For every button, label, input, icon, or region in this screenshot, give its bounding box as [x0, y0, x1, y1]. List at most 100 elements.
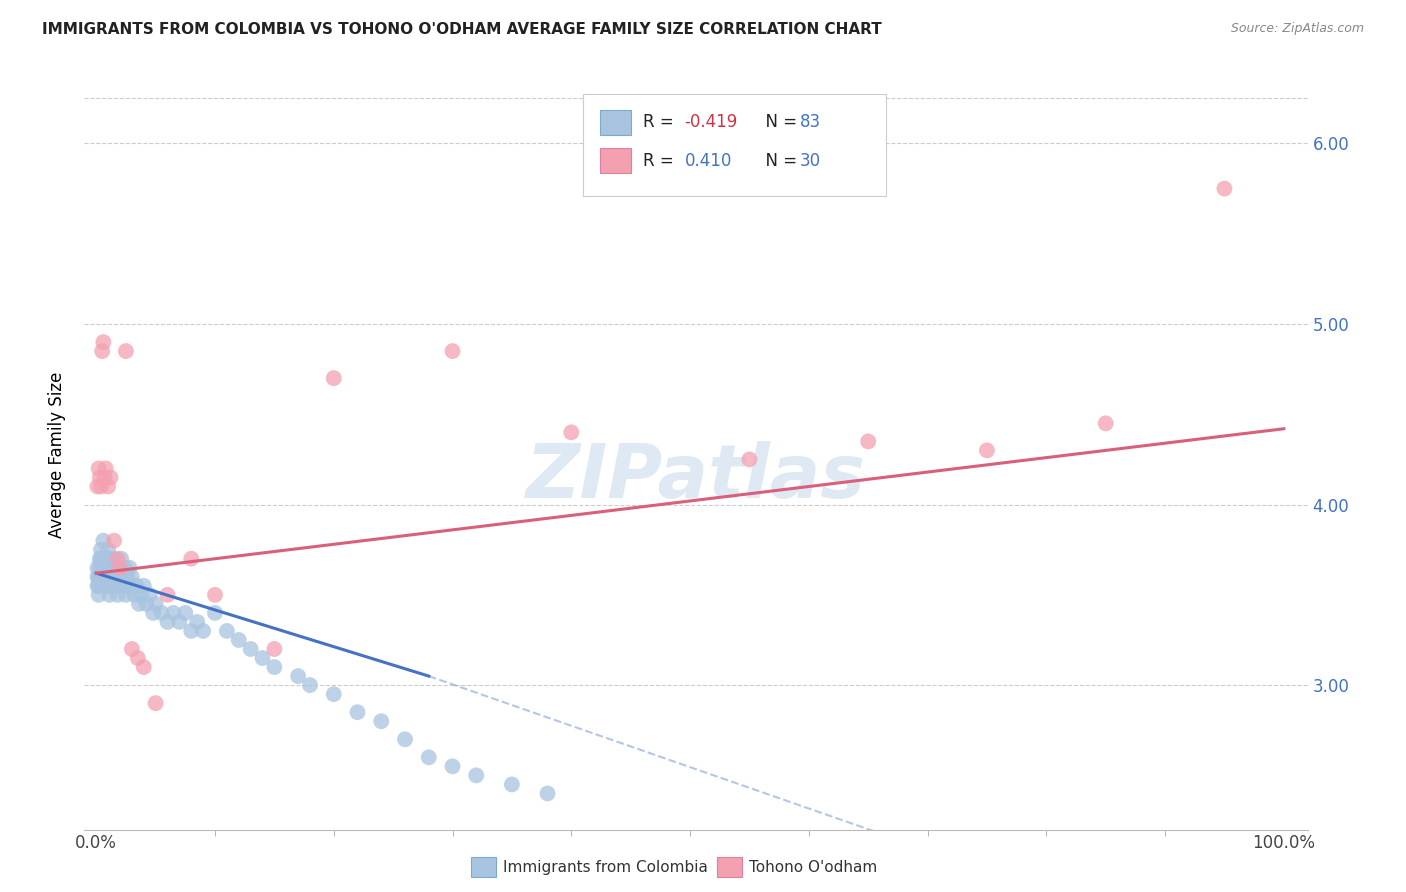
Point	[856, 434, 879, 449]
Text: Tohono O'odham: Tohono O'odham	[749, 860, 877, 874]
Point	[298, 678, 321, 692]
Point	[215, 624, 238, 638]
Point	[93, 551, 115, 566]
Point	[346, 705, 368, 719]
Point	[132, 579, 155, 593]
Point	[145, 597, 167, 611]
Point	[132, 660, 155, 674]
Point	[118, 561, 141, 575]
Point	[87, 588, 110, 602]
Point	[97, 579, 120, 593]
Point	[91, 344, 114, 359]
Point	[169, 615, 191, 629]
Point	[93, 570, 115, 584]
Text: N =: N =	[755, 152, 803, 169]
Point	[96, 551, 118, 566]
Point	[107, 570, 129, 584]
Point	[128, 597, 150, 611]
Point	[135, 597, 157, 611]
Text: IMMIGRANTS FROM COLOMBIA VS TOHONO O'ODHAM AVERAGE FAMILY SIZE CORRELATION CHART: IMMIGRANTS FROM COLOMBIA VS TOHONO O'ODH…	[42, 22, 882, 37]
Point	[97, 561, 120, 575]
Point	[97, 479, 120, 493]
Point	[101, 551, 124, 566]
Point	[91, 579, 114, 593]
Point	[105, 570, 128, 584]
Point	[204, 588, 226, 602]
Point	[1213, 181, 1236, 195]
Point	[138, 588, 160, 602]
Y-axis label: Average Family Size: Average Family Size	[48, 372, 66, 538]
Point	[107, 551, 129, 566]
Text: R =: R =	[643, 113, 679, 131]
Point	[180, 551, 202, 566]
Point	[263, 642, 285, 657]
Point	[114, 561, 136, 575]
Point	[117, 579, 139, 593]
Point	[263, 660, 285, 674]
Point	[94, 570, 117, 584]
Point	[100, 579, 122, 593]
Point	[91, 561, 114, 575]
Point	[93, 579, 115, 593]
Point	[103, 533, 125, 548]
Point	[87, 461, 110, 475]
Point	[100, 470, 122, 484]
Text: ZIPatlas: ZIPatlas	[526, 441, 866, 514]
Text: 30: 30	[800, 152, 821, 169]
Point	[104, 579, 127, 593]
Point	[394, 732, 416, 747]
Point	[370, 714, 392, 729]
Point	[100, 561, 122, 575]
Point	[97, 542, 120, 557]
Point	[204, 606, 226, 620]
Point	[115, 570, 138, 584]
Point	[156, 588, 179, 602]
Point	[94, 461, 117, 475]
Point	[115, 344, 138, 359]
Point	[501, 777, 523, 791]
Point	[103, 561, 125, 575]
Point	[111, 570, 134, 584]
Point	[89, 561, 111, 575]
Point	[186, 615, 208, 629]
Point	[93, 334, 115, 349]
Point	[89, 570, 111, 584]
Point	[465, 768, 488, 782]
Point	[122, 588, 145, 602]
Point	[100, 551, 122, 566]
Point	[90, 479, 112, 493]
Point	[89, 470, 111, 484]
Point	[115, 588, 138, 602]
Point	[103, 570, 125, 584]
Point	[127, 651, 149, 665]
Point	[86, 579, 108, 593]
Point	[112, 579, 135, 593]
Point	[91, 570, 114, 584]
Point	[93, 470, 115, 484]
Text: Immigrants from Colombia: Immigrants from Colombia	[503, 860, 709, 874]
Text: R =: R =	[643, 152, 679, 169]
Point	[86, 561, 108, 575]
Text: 83: 83	[800, 113, 821, 131]
Point	[90, 551, 112, 566]
Point	[322, 371, 344, 385]
Point	[162, 606, 184, 620]
Point	[252, 651, 274, 665]
Point	[145, 696, 167, 710]
Point	[86, 570, 108, 584]
Point	[536, 787, 558, 801]
Point	[121, 642, 143, 657]
Point	[100, 570, 122, 584]
Point	[87, 579, 110, 593]
Point	[93, 533, 115, 548]
Point	[156, 615, 179, 629]
Point	[90, 542, 112, 557]
Point	[125, 579, 148, 593]
Text: N =: N =	[755, 113, 803, 131]
Point	[174, 606, 197, 620]
Point	[418, 750, 440, 764]
Text: 0.410: 0.410	[685, 152, 733, 169]
Point	[98, 588, 121, 602]
Point	[89, 551, 111, 566]
Point	[108, 561, 131, 575]
